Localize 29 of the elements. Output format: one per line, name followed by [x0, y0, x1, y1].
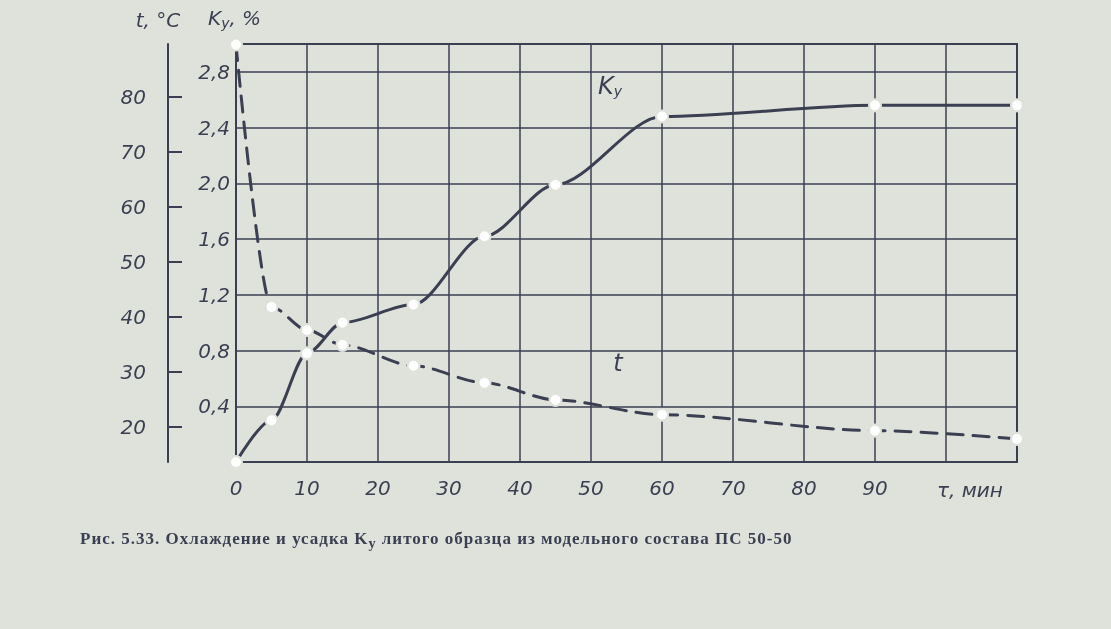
x-tick-label: 70 — [720, 476, 746, 500]
y-tick-label: 2,0 — [198, 171, 230, 196]
y2-tick-label: 80 — [120, 84, 146, 109]
y-tick-label: 2,4 — [198, 115, 230, 140]
y2-tick-label: 70 — [120, 139, 146, 164]
y2-tick-label: 20 — [120, 414, 146, 439]
x-tick-label: 0 — [229, 476, 243, 500]
x-tick-label: 40 — [507, 476, 533, 500]
x-tick-label: 60 — [649, 476, 675, 500]
x-tick-label: 30 — [436, 476, 462, 500]
x-axis-title: τ, мин — [937, 478, 1003, 502]
x-tick-label: 10 — [294, 476, 320, 500]
x-tick-label: 90 — [862, 476, 888, 500]
y-tick-label: 2,8 — [198, 59, 230, 84]
x-tick-label: 80 — [791, 476, 817, 500]
y-tick-label: 0,8 — [198, 338, 230, 363]
x-tick-label: 20 — [365, 476, 391, 500]
y2-axis-title: t, °C — [135, 8, 181, 32]
y-tick-label: 1,2 — [198, 282, 230, 307]
y-tick-label: 0,4 — [198, 394, 230, 419]
y2-tick-label: 40 — [120, 304, 146, 329]
series-label: t — [613, 348, 625, 377]
y2-tick-label: 30 — [120, 359, 146, 384]
x-tick-label: 50 — [578, 476, 604, 500]
series-label: Ky — [597, 72, 623, 101]
text: Рис. 5.33. Охлаждение и усадка K$_{y}$ литого образца из модельного состава ПС 50-50 — [80, 528, 794, 554]
y2-tick-label: 50 — [120, 249, 146, 274]
y2-tick-label: 60 — [120, 194, 146, 219]
y-tick-label: 1,6 — [198, 227, 230, 252]
